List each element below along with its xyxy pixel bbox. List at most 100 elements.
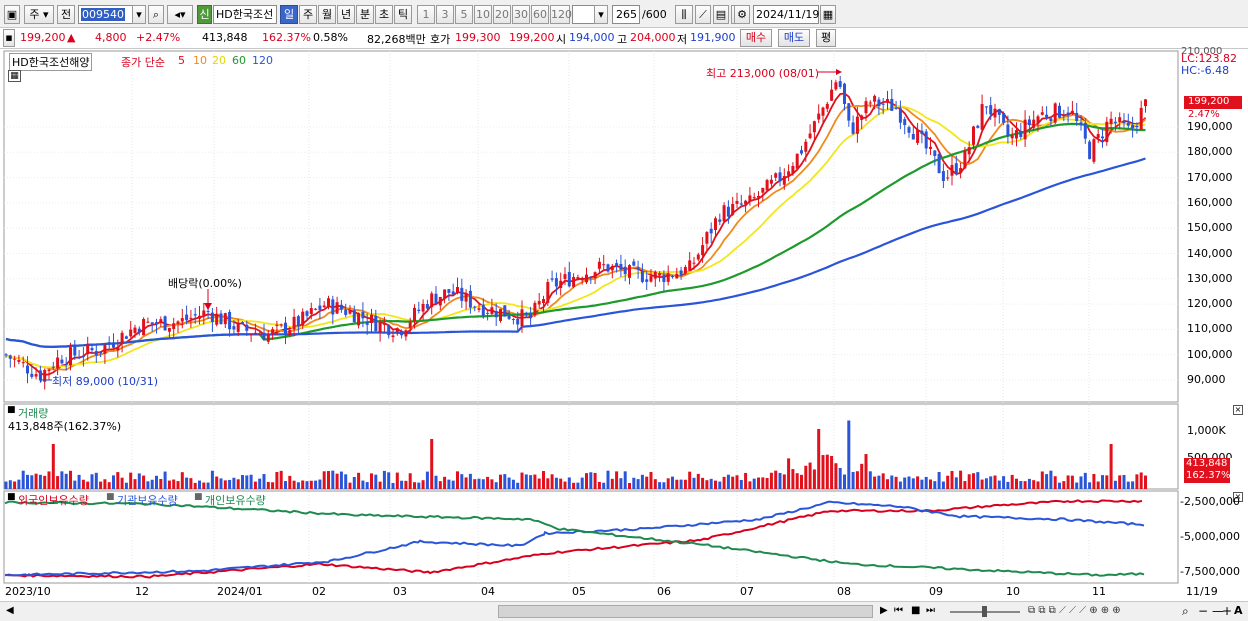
candle-body <box>486 312 490 314</box>
candle-body <box>155 322 158 325</box>
high-annotation-arrow <box>818 69 842 75</box>
candle-body <box>271 329 275 334</box>
period-year-button[interactable]: 년 <box>337 5 355 24</box>
minus-icon[interactable]: − <box>1198 604 1209 618</box>
volume-bar <box>296 482 300 489</box>
chart-area[interactable]: HD한국조선해양 종가 단순 5 10 20 60 120 ▦ LC:123.8… <box>0 46 1248 601</box>
volume-bar <box>748 481 752 489</box>
interval-120-button[interactable]: 120 <box>550 5 572 24</box>
interval-5-button[interactable]: 5 <box>455 5 473 24</box>
sell-button[interactable]: 매도 <box>778 29 810 47</box>
volume-bar <box>236 479 240 489</box>
chart-tools-icons[interactable]: ⧉ ⧉ ⧉ ⟋ ⟋ ⟋ ⊕ ⊕ ⊕ <box>1028 605 1121 616</box>
candle-body <box>705 232 709 244</box>
table-toggle-icon[interactable]: ▦ <box>8 70 21 82</box>
candle-body <box>335 302 339 314</box>
volume-bar <box>838 467 842 489</box>
period-day-button[interactable]: 일 <box>280 5 298 24</box>
volume-bar <box>705 480 709 489</box>
candle-body <box>193 314 197 316</box>
menu-icon[interactable]: ▣ <box>4 5 20 24</box>
stop-icon[interactable]: ■ <box>911 605 921 616</box>
period-minute-button[interactable]: 분 <box>356 5 374 24</box>
candle-body <box>421 303 425 312</box>
draw-tool-icon[interactable]: ⟋ <box>695 5 711 24</box>
scroll-thumb[interactable] <box>498 605 873 618</box>
volume-bar <box>812 469 816 489</box>
interval-30-button[interactable]: 30 <box>512 5 530 24</box>
calendar-icon[interactable]: ▦ <box>820 5 836 24</box>
candle-body <box>395 328 399 333</box>
date-input[interactable]: 2024/11/19 <box>753 5 819 24</box>
volume-bar <box>8 480 12 489</box>
candle-body <box>51 366 55 368</box>
save-icon[interactable]: ▤ <box>713 5 729 24</box>
volume-bar <box>1023 481 1027 489</box>
stock-name-field[interactable]: HD한국조선 <box>213 5 277 24</box>
period-tick-button[interactable]: 틱 <box>394 5 412 24</box>
speaker-icon[interactable]: ◂▾ <box>167 5 193 24</box>
count-input[interactable]: 265 <box>612 5 640 24</box>
interval-dropdown-icon[interactable]: ▾ <box>594 5 608 24</box>
plus-icon[interactable]: + <box>1222 604 1233 618</box>
candle-body <box>1015 130 1018 139</box>
zoom-out-icon[interactable]: ⌕ <box>1182 604 1189 618</box>
volume-bar <box>602 482 606 489</box>
code-dropdown-icon[interactable]: ▾ <box>132 5 146 24</box>
search-icon[interactable]: ⌕ <box>148 5 164 24</box>
candle-body <box>511 319 515 321</box>
market-type-select[interactable]: 주 ▾ <box>24 5 54 24</box>
interval-3-button[interactable]: 3 <box>436 5 454 24</box>
volume-bar <box>847 420 851 489</box>
candle-body <box>572 276 576 287</box>
interval-1-button[interactable]: 1 <box>417 5 435 24</box>
candle-body <box>167 328 171 332</box>
candle-body <box>107 342 111 345</box>
candle-body <box>327 298 330 307</box>
bottom-scrollbar[interactable]: ◀ ▶ ⏮ ■ ⏭ ⧉ ⧉ ⧉ ⟋ ⟋ ⟋ ⊕ ⊕ ⊕ ⌕ − — + A <box>0 601 1248 621</box>
interval-10-button[interactable]: 10 <box>474 5 492 24</box>
settings-icon[interactable]: ⚙ <box>734 5 750 24</box>
auto-scale-icon[interactable]: A <box>1234 604 1243 617</box>
x-axis-label: 11 <box>1092 585 1106 598</box>
open-price: 194,000 <box>569 31 615 44</box>
scroll-left-icon[interactable]: ◀ <box>6 605 14 616</box>
volume-bar <box>714 480 717 489</box>
period-second-button[interactable]: 초 <box>375 5 393 24</box>
candle-body <box>516 318 520 325</box>
eval-button[interactable]: 평 <box>816 29 836 47</box>
volume-close-icon[interactable]: × <box>1233 405 1243 415</box>
quote-toggle-icon[interactable]: ▪ <box>3 29 15 47</box>
step-forward-icon[interactable]: ⏭ <box>926 605 935 616</box>
individual-marker: ■ <box>194 492 203 502</box>
volume-bar <box>976 472 980 489</box>
buy-button[interactable]: 매수 <box>740 29 772 47</box>
volume-y-tick-500k: 500,000 <box>1187 451 1233 458</box>
candle-body <box>451 291 455 295</box>
volume-bar <box>615 471 619 489</box>
volume-bar <box>916 476 920 489</box>
candle-body <box>1045 114 1049 118</box>
candle-body <box>30 373 34 377</box>
interval-60-button[interactable]: 60 <box>531 5 549 24</box>
volume-bar <box>1075 482 1079 489</box>
candle-body <box>361 311 365 319</box>
candle-body <box>791 165 795 174</box>
chart-svg[interactable] <box>0 49 1248 601</box>
holding-close-icon[interactable]: × <box>1233 492 1243 502</box>
price-mode-button[interactable]: 전 <box>57 5 75 24</box>
zoom-slider-thumb[interactable] <box>982 606 987 617</box>
stock-code-input[interactable]: 009540 <box>78 5 146 24</box>
interval-20-button[interactable]: 20 <box>493 5 511 24</box>
period-week-button[interactable]: 주 <box>299 5 317 24</box>
period-month-button[interactable]: 월 <box>318 5 336 24</box>
candle-type-icon[interactable]: ⫼ <box>675 5 693 24</box>
step-back-icon[interactable]: ⏮ <box>894 605 903 616</box>
dash-icon[interactable]: — <box>1212 604 1224 618</box>
candle-body <box>645 279 649 282</box>
price-y-tick: 140,000 <box>1187 246 1233 260</box>
scroll-right-icon[interactable]: ▶ <box>880 605 888 616</box>
holding-line <box>4 500 1145 577</box>
candle-body <box>894 107 898 109</box>
candle-body <box>232 326 236 330</box>
